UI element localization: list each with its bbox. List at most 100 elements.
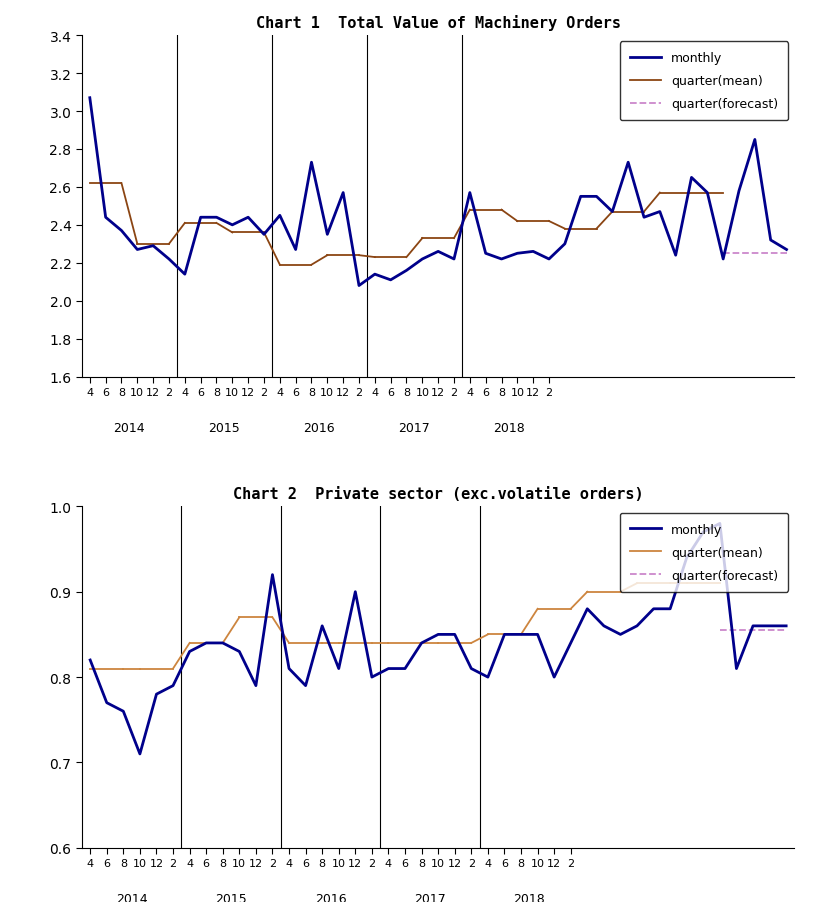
monthly — [251, 680, 260, 691]
monthly — [781, 244, 791, 255]
monthly — [119, 706, 129, 717]
monthly — [544, 254, 554, 265]
monthly — [148, 241, 158, 252]
Text: 2014: 2014 — [115, 892, 147, 902]
monthly — [102, 697, 111, 708]
quarter(mean) — [119, 663, 129, 674]
monthly — [351, 586, 360, 597]
monthly — [465, 188, 475, 198]
monthly — [731, 663, 741, 674]
monthly — [268, 569, 278, 580]
monthly — [591, 192, 601, 203]
monthly — [228, 220, 238, 231]
Text: 2018: 2018 — [514, 892, 545, 902]
Text: 2015: 2015 — [215, 892, 247, 902]
monthly — [338, 188, 348, 198]
monthly — [301, 680, 310, 691]
monthly — [513, 249, 523, 260]
monthly — [655, 207, 665, 217]
monthly — [781, 621, 791, 631]
monthly — [101, 213, 111, 224]
monthly — [496, 254, 506, 265]
Text: 2016: 2016 — [314, 892, 346, 902]
monthly — [608, 207, 618, 217]
monthly — [566, 638, 576, 649]
monthly — [550, 672, 559, 683]
monthly — [218, 638, 228, 649]
monthly — [85, 93, 95, 104]
Title: Chart 1  Total Value of Machinery Orders: Chart 1 Total Value of Machinery Orders — [256, 14, 621, 31]
monthly — [164, 254, 174, 265]
monthly — [367, 672, 377, 683]
monthly — [616, 630, 626, 640]
Legend: monthly, quarter(mean), quarter(forecast): monthly, quarter(mean), quarter(forecast… — [620, 42, 788, 121]
Line: monthly: monthly — [90, 524, 786, 754]
monthly — [116, 226, 126, 236]
monthly — [649, 603, 658, 614]
monthly — [323, 230, 333, 241]
monthly — [703, 188, 713, 198]
Text: 2018: 2018 — [494, 421, 525, 435]
monthly — [354, 281, 364, 291]
monthly — [599, 621, 609, 631]
monthly — [765, 621, 775, 631]
monthly — [766, 235, 776, 246]
Text: 2014: 2014 — [114, 421, 145, 435]
monthly — [632, 621, 642, 631]
monthly — [623, 158, 633, 169]
monthly — [234, 647, 244, 658]
monthly — [639, 213, 649, 224]
monthly — [466, 663, 476, 674]
monthly — [500, 630, 509, 640]
monthly — [133, 244, 143, 255]
monthly — [560, 239, 570, 250]
monthly — [85, 655, 95, 666]
Legend: monthly, quarter(mean), quarter(forecast): monthly, quarter(mean), quarter(forecast… — [620, 513, 788, 592]
quarter(forecast) — [718, 249, 728, 260]
monthly — [686, 173, 696, 184]
monthly — [532, 630, 542, 640]
quarter(forecast) — [781, 249, 791, 260]
monthly — [383, 663, 393, 674]
quarter(mean) — [85, 663, 95, 674]
monthly — [417, 638, 427, 649]
monthly — [715, 519, 725, 529]
monthly — [481, 249, 491, 260]
monthly — [401, 266, 411, 277]
monthly — [243, 213, 253, 224]
monthly — [433, 246, 443, 257]
monthly — [734, 186, 744, 197]
quarter(forecast) — [781, 625, 791, 636]
monthly — [450, 630, 459, 640]
monthly — [671, 251, 681, 262]
monthly — [152, 689, 161, 700]
Text: 2015: 2015 — [209, 421, 240, 435]
monthly — [317, 621, 327, 631]
monthly — [180, 270, 190, 281]
monthly — [284, 663, 294, 674]
monthly — [370, 270, 380, 281]
monthly — [665, 603, 675, 614]
monthly — [259, 230, 269, 241]
monthly — [681, 553, 691, 564]
monthly — [275, 211, 285, 222]
monthly — [196, 213, 206, 224]
monthly — [582, 603, 592, 614]
monthly — [168, 680, 178, 691]
quarter(forecast) — [715, 625, 725, 636]
monthly — [718, 254, 728, 265]
Text: 2016: 2016 — [304, 421, 335, 435]
monthly — [516, 630, 526, 640]
Text: 2017: 2017 — [399, 421, 430, 435]
monthly — [201, 638, 211, 649]
monthly — [211, 213, 221, 224]
monthly — [400, 663, 410, 674]
monthly — [185, 647, 195, 658]
monthly — [528, 246, 538, 257]
quarter(mean) — [85, 179, 95, 189]
monthly — [449, 254, 459, 265]
monthly — [748, 621, 758, 631]
monthly — [334, 663, 344, 674]
monthly — [135, 749, 145, 759]
Text: 2017: 2017 — [414, 892, 446, 902]
